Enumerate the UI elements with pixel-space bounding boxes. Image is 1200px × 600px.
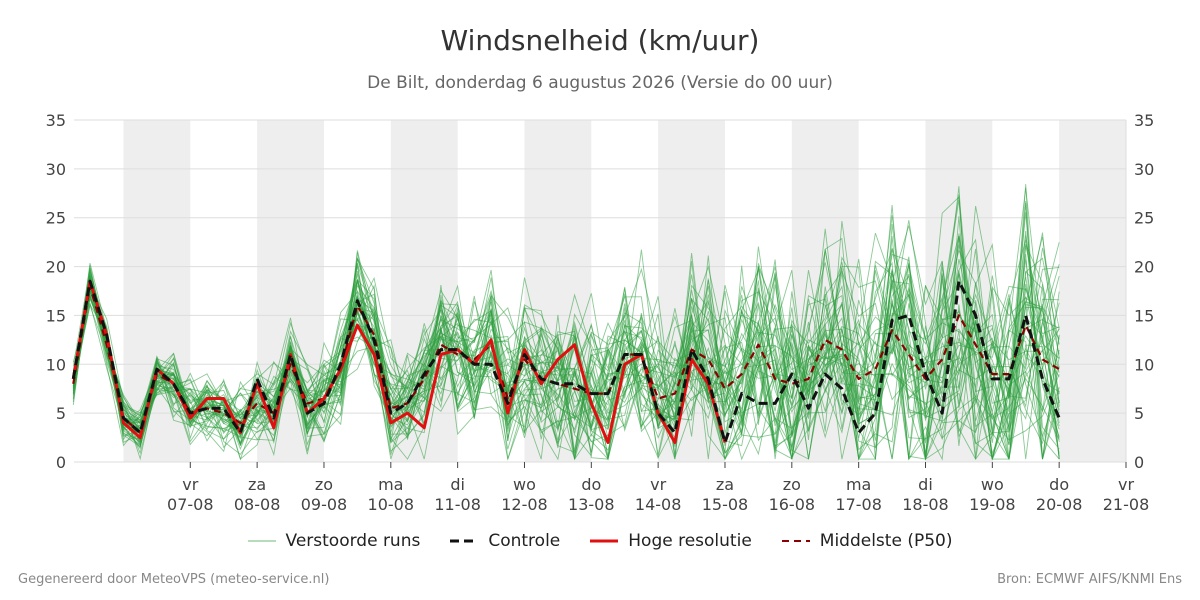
y-tick-label-right: 30 (1134, 160, 1154, 179)
legend-label-control: Controle (488, 531, 561, 551)
y-tick-label-right: 15 (1134, 306, 1154, 325)
x-tick-day: zo (315, 475, 333, 494)
main-series (71, 279, 1061, 444)
y-tick-label-left: 35 (46, 111, 66, 130)
legend-swatch-highres (590, 539, 619, 543)
x-tick-date: 15-08 (702, 495, 749, 514)
y-tick-label-left: 20 (46, 258, 66, 277)
x-tick-day: do (581, 475, 601, 494)
x-tick-day: wo (981, 475, 1004, 494)
x-tick-date: 08-08 (234, 495, 281, 514)
y-tick-label-right: 10 (1134, 355, 1154, 374)
x-tick-date: 11-08 (434, 495, 481, 514)
legend-label-highres: Hoge resolutie (628, 531, 752, 551)
series-line-control (71, 279, 1061, 444)
y-tick-label-right: 5 (1134, 404, 1144, 423)
x-tick-day: za (248, 475, 266, 494)
ensemble-run-line (72, 231, 1060, 460)
y-tick-label-left: 5 (56, 404, 66, 423)
x-tick-date: 10-08 (368, 495, 415, 514)
x-tick-date: 14-08 (635, 495, 682, 514)
y-tick-label-left: 15 (46, 306, 66, 325)
ensemble-run-line (72, 238, 1060, 461)
x-tick-day: ma (846, 475, 871, 494)
legend-label-median: Middelste (P50) (819, 531, 953, 551)
x-tick-date: 09-08 (301, 495, 348, 514)
x-tick-date: 12-08 (501, 495, 548, 514)
chart-title: Windsnelheid (km/uur) (440, 24, 760, 57)
ensemble-run-line (72, 200, 1060, 460)
x-tick-day: vr (1118, 475, 1134, 494)
legend-item-control: Controle (450, 531, 560, 551)
x-tick-day: zo (783, 475, 801, 494)
x-tick-day: ma (378, 475, 403, 494)
day-band (1059, 120, 1126, 462)
legend-item-highres: Hoge resolutie (590, 531, 752, 551)
x-tick-date: 17-08 (835, 495, 882, 514)
y-tick-label-left: 30 (46, 160, 66, 179)
y-tick-label-left: 25 (46, 209, 66, 228)
legend-item-ensemble: Verstoorde runs (247, 531, 421, 551)
x-tick-day: vr (650, 475, 666, 494)
y-tick-label-left: 10 (46, 355, 66, 374)
x-tick-date: 07-08 (167, 495, 214, 514)
footer-source: Bron: ECMWF AIFS/KNMI Ens (997, 572, 1182, 587)
x-tick-date: 16-08 (769, 495, 816, 514)
x-tick-day: za (716, 475, 734, 494)
legend-swatch-control (450, 539, 479, 543)
series-line-median (72, 285, 1060, 434)
legend-swatch-ensemble (247, 540, 276, 542)
x-tick-day: vr (182, 475, 198, 494)
x-tick-date: 21-08 (1103, 495, 1150, 514)
x-tick-date: 13-08 (568, 495, 615, 514)
day-band (925, 120, 993, 462)
x-tick-day: di (450, 475, 465, 494)
x-tick-date: 19-08 (969, 495, 1016, 514)
y-tick-label-right: 20 (1134, 258, 1154, 277)
y-tick-label-right: 0 (1134, 453, 1144, 472)
x-tick-day: di (918, 475, 933, 494)
x-tick-day: do (1049, 475, 1069, 494)
ensemble-run-line (72, 216, 1060, 460)
x-tick-date: 20-08 (1036, 495, 1083, 514)
y-tick-label-right: 35 (1134, 111, 1154, 130)
legend-item-median: Middelste (P50) (781, 531, 953, 551)
legend: Verstoorde runs Controle Hoge resolutie … (0, 531, 1200, 551)
y-tick-label-left: 0 (56, 453, 66, 472)
chart-subtitle: De Bilt, donderdag 6 augustus 2026 (Vers… (367, 73, 833, 93)
legend-label-ensemble: Verstoorde runs (285, 531, 421, 551)
footer-generator: Gegenereerd door MeteoVPS (meteo-service… (18, 572, 330, 587)
x-tick-date: 18-08 (902, 495, 949, 514)
ensemble-run-line (72, 220, 1060, 455)
y-tick-label-right: 25 (1134, 209, 1154, 228)
legend-swatch-median (781, 540, 810, 542)
x-tick-day: wo (513, 475, 536, 494)
